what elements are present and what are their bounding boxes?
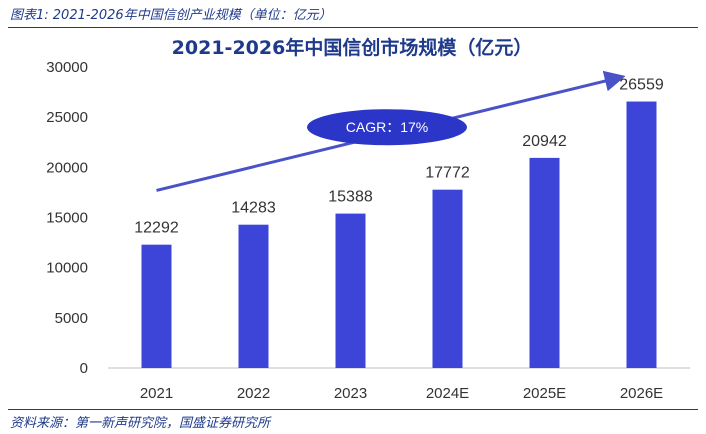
bar-value-label: 15388 [328, 189, 373, 206]
bar [432, 189, 463, 368]
x-axis-tick-labels: 2021 2022 2023 2024E 2025E 2026E [140, 385, 663, 402]
bars [141, 101, 657, 369]
bar-value-label: 14283 [231, 200, 276, 217]
bar [141, 244, 172, 368]
bar [335, 213, 366, 368]
cagr-badge [307, 109, 467, 146]
y-tick-label: 10000 [46, 260, 88, 277]
top-divider [8, 27, 698, 28]
bar-chart: 2021-2026年中国信创市场规模（亿元） 0 5000 10000 15000 20… [46, 36, 690, 402]
x-tick-label: 2024E [426, 385, 469, 402]
bar-value-label: 12292 [134, 220, 179, 237]
cagr-label: CAGR：17% [346, 119, 428, 135]
y-tick-label: 15000 [46, 210, 88, 227]
x-tick-label: 2023 [334, 385, 367, 402]
bar [238, 224, 269, 368]
y-tick-label: 25000 [46, 109, 88, 126]
bar [626, 101, 657, 369]
y-tick-label: 30000 [46, 59, 88, 76]
value-labels: 12292 14283 15388 17772 20942 26559 [134, 77, 664, 237]
figure-caption: 图表1: 2021-2026年中国信创产业规模（单位：亿元） [10, 8, 332, 23]
y-tick-label: 0 [80, 360, 88, 377]
source-note: 资料来源：第一新声研究院，国盛证券研究所 [10, 416, 271, 431]
x-tick-label: 2026E [620, 385, 663, 402]
x-tick-label: 2021 [140, 385, 173, 402]
chart-title: 2021-2026年中国信创市场规模（亿元） [172, 36, 533, 59]
y-axis-tick-labels: 0 5000 10000 15000 20000 25000 30000 [46, 59, 88, 377]
bar [529, 157, 560, 368]
y-tick-label: 20000 [46, 159, 88, 176]
bar-value-label: 17772 [425, 165, 470, 182]
x-tick-label: 2025E [523, 385, 566, 402]
x-tick-label: 2022 [237, 385, 270, 402]
bar-value-label: 26559 [619, 77, 664, 94]
bottom-divider [8, 409, 698, 410]
y-tick-label: 5000 [55, 310, 88, 327]
bar-value-label: 20942 [522, 133, 567, 150]
